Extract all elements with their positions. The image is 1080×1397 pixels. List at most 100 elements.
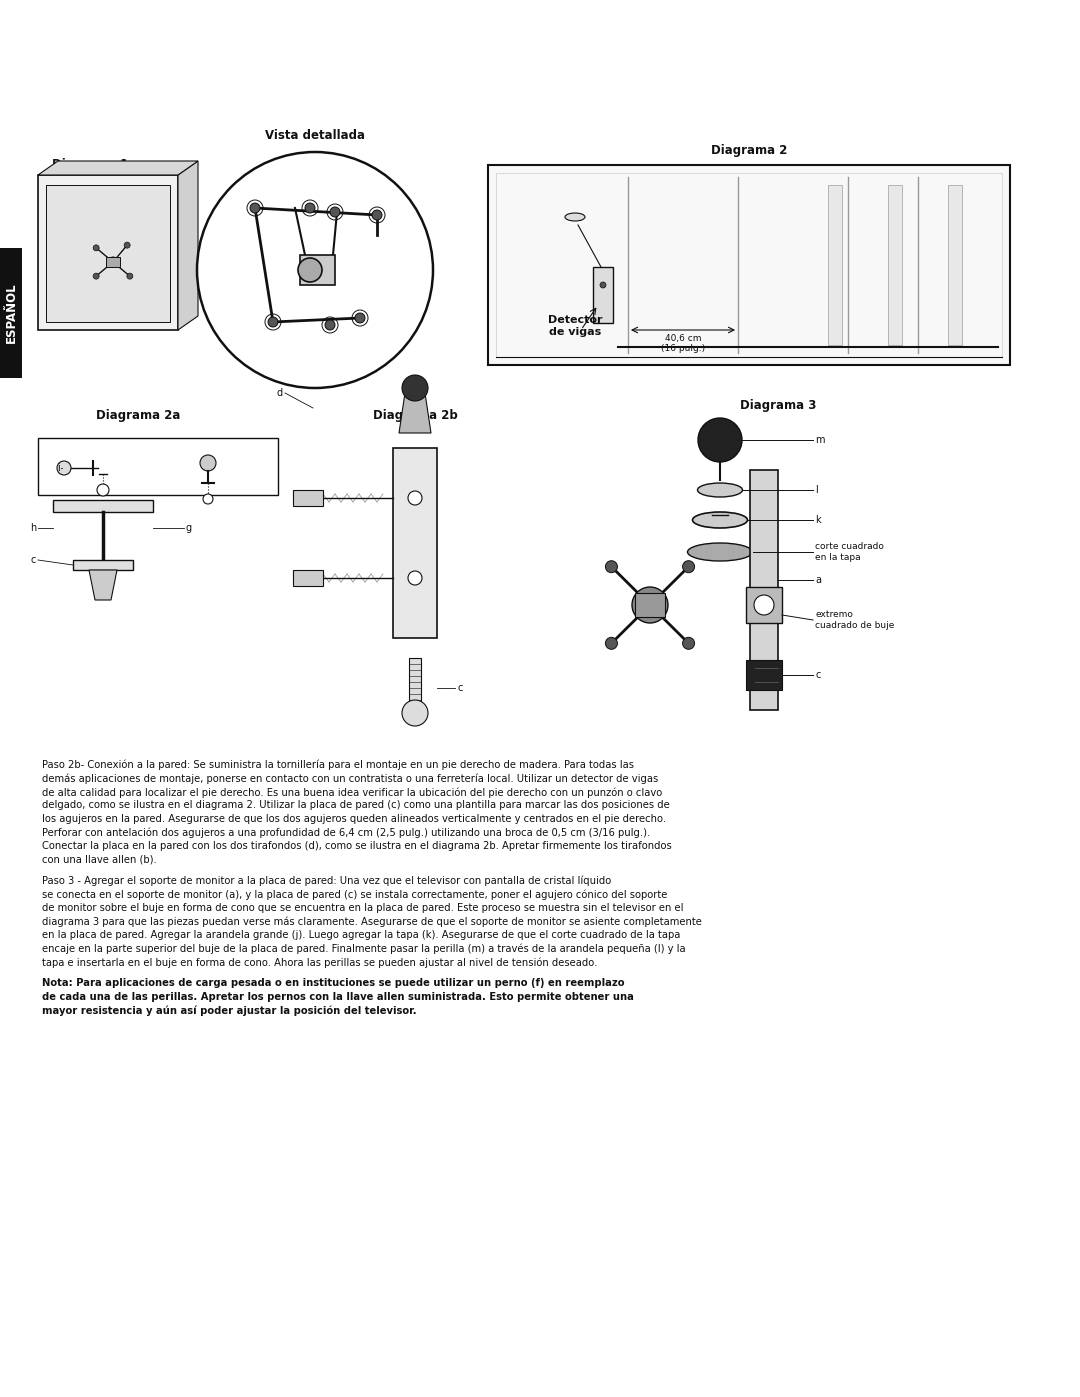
- Circle shape: [200, 455, 216, 471]
- FancyBboxPatch shape: [393, 448, 437, 638]
- Text: c: c: [30, 555, 36, 564]
- Circle shape: [124, 242, 131, 249]
- Text: con una llave allen (b).: con una llave allen (b).: [42, 855, 157, 865]
- Circle shape: [126, 274, 133, 279]
- Text: Perforar con antelación dos agujeros a una profundidad de 6,4 cm (2,5 pulg.) uti: Perforar con antelación dos agujeros a u…: [42, 827, 650, 838]
- Text: c: c: [457, 683, 462, 693]
- Polygon shape: [178, 161, 198, 330]
- Ellipse shape: [688, 543, 753, 562]
- Circle shape: [632, 587, 669, 623]
- Text: Nota: Para aplicaciones de carga pesada o en instituciones se puede utilizar un : Nota: Para aplicaciones de carga pesada …: [42, 978, 624, 989]
- FancyBboxPatch shape: [593, 267, 613, 323]
- FancyBboxPatch shape: [38, 175, 178, 330]
- Text: a: a: [390, 275, 396, 285]
- FancyBboxPatch shape: [828, 184, 842, 345]
- FancyBboxPatch shape: [293, 570, 323, 585]
- Circle shape: [330, 207, 340, 217]
- Text: corte cuadrado
en la tapa: corte cuadrado en la tapa: [815, 542, 883, 562]
- FancyBboxPatch shape: [300, 256, 335, 285]
- FancyBboxPatch shape: [948, 184, 962, 345]
- Circle shape: [754, 595, 774, 615]
- Text: tapa e insertarla en el buje en forma de cono. Ahora las perillas se pueden ajus: tapa e insertarla en el buje en forma de…: [42, 957, 597, 968]
- Circle shape: [355, 313, 365, 323]
- Text: h: h: [30, 522, 36, 534]
- FancyBboxPatch shape: [746, 587, 782, 623]
- Circle shape: [305, 203, 315, 212]
- Circle shape: [683, 560, 694, 573]
- Circle shape: [698, 418, 742, 462]
- Circle shape: [408, 490, 422, 504]
- Text: encaje en la parte superior del buje de la placa de pared. Finalmente pasar la p: encaje en la parte superior del buje de …: [42, 943, 686, 954]
- Text: k: k: [815, 515, 821, 525]
- Circle shape: [197, 152, 433, 388]
- Text: Conectar la placa en la pared con los dos tirafondos (d), como se ilustra en el : Conectar la placa en la pared con los do…: [42, 841, 672, 851]
- Ellipse shape: [698, 483, 743, 497]
- Circle shape: [372, 210, 382, 219]
- FancyBboxPatch shape: [53, 500, 153, 511]
- Circle shape: [108, 257, 118, 267]
- Text: m: m: [815, 434, 824, 446]
- Polygon shape: [399, 393, 431, 433]
- Text: demás aplicaciones de montaje, ponerse en contacto con un contratista o una ferr: demás aplicaciones de montaje, ponerse e…: [42, 774, 658, 784]
- Ellipse shape: [692, 511, 747, 528]
- Circle shape: [402, 700, 428, 726]
- FancyBboxPatch shape: [750, 469, 778, 710]
- Text: l: l: [815, 485, 818, 495]
- Circle shape: [298, 258, 322, 282]
- Text: de alta calidad para localizar el pie derecho. Es una buena idea verificar la ub: de alta calidad para localizar el pie de…: [42, 787, 662, 798]
- Text: diagrama 3 para que las piezas puedan verse más claramente. Asegurarse de que el: diagrama 3 para que las piezas puedan ve…: [42, 916, 702, 928]
- Text: a: a: [815, 576, 821, 585]
- Text: extremo
cuadrado de buje: extremo cuadrado de buje: [815, 610, 894, 630]
- Text: Paso 2b- Conexión a la pared: Se suministra la tornillería para el montaje en un: Paso 2b- Conexión a la pared: Se suminis…: [42, 760, 634, 771]
- Circle shape: [683, 637, 694, 650]
- Text: i: i: [57, 462, 60, 474]
- Text: Detector
de vigas: Detector de vigas: [548, 314, 603, 337]
- Polygon shape: [38, 161, 198, 175]
- Circle shape: [325, 320, 335, 330]
- Circle shape: [93, 244, 99, 251]
- Text: en la placa de pared. Agregar la arandela grande (j). Luego agregar la tapa (k).: en la placa de pared. Agregar la arandel…: [42, 930, 680, 940]
- Circle shape: [203, 495, 213, 504]
- Text: Vista detallada: Vista detallada: [265, 129, 365, 142]
- FancyBboxPatch shape: [409, 658, 421, 708]
- FancyBboxPatch shape: [38, 439, 278, 495]
- Text: delgado, como se ilustra en el diagrama 2. Utilizar la placa de pared (c) como u: delgado, como se ilustra en el diagrama …: [42, 800, 670, 810]
- Text: Diagrama 2a: Diagrama 2a: [96, 409, 180, 422]
- Circle shape: [606, 637, 618, 650]
- Circle shape: [93, 274, 99, 279]
- Text: Paso 3 - Agregar el soporte de monitor a la placa de pared: Una vez que el telev: Paso 3 - Agregar el soporte de monitor a…: [42, 876, 611, 887]
- FancyBboxPatch shape: [746, 659, 782, 690]
- Circle shape: [268, 317, 278, 327]
- Text: ESPAÑOL: ESPAÑOL: [4, 282, 17, 344]
- Circle shape: [408, 571, 422, 585]
- Circle shape: [97, 483, 109, 496]
- Text: de cada una de las perillas. Apretar los pernos con la llave allen suministrada.: de cada una de las perillas. Apretar los…: [42, 992, 634, 1002]
- Text: Diagrama 1: Diagrama 1: [52, 158, 129, 170]
- FancyBboxPatch shape: [0, 249, 22, 379]
- FancyBboxPatch shape: [488, 165, 1010, 365]
- Ellipse shape: [565, 212, 585, 221]
- FancyBboxPatch shape: [106, 257, 120, 267]
- Text: se conecta en el soporte de monitor (a), y la placa de pared (c) se instala corr: se conecta en el soporte de monitor (a),…: [42, 890, 667, 900]
- Text: g: g: [186, 522, 192, 534]
- Text: 40,6 cm
(16 pulg.): 40,6 cm (16 pulg.): [661, 334, 705, 353]
- Text: de monitor sobre el buje en forma de cono que se encuentra en la placa de pared.: de monitor sobre el buje en forma de con…: [42, 902, 684, 914]
- Text: d: d: [276, 388, 283, 398]
- FancyBboxPatch shape: [635, 592, 665, 617]
- Text: Diagrama 3: Diagrama 3: [740, 400, 816, 412]
- Text: e: e: [390, 235, 396, 244]
- Text: Diagrama 2: Diagrama 2: [711, 144, 787, 156]
- FancyBboxPatch shape: [73, 560, 133, 570]
- Text: Diagrama 2b: Diagrama 2b: [373, 409, 457, 422]
- Circle shape: [606, 560, 618, 573]
- Text: c: c: [815, 671, 821, 680]
- Text: mayor resistencia y aún así poder ajustar la posición del televisor.: mayor resistencia y aún así poder ajusta…: [42, 1006, 417, 1016]
- Circle shape: [57, 461, 71, 475]
- Circle shape: [249, 203, 260, 212]
- Polygon shape: [89, 570, 117, 599]
- FancyBboxPatch shape: [293, 490, 323, 506]
- Text: los agujeros en la pared. Asegurarse de que los dos agujeros queden alineados ve: los agujeros en la pared. Asegurarse de …: [42, 814, 666, 824]
- Circle shape: [600, 282, 606, 288]
- Circle shape: [402, 374, 428, 401]
- FancyBboxPatch shape: [46, 184, 170, 321]
